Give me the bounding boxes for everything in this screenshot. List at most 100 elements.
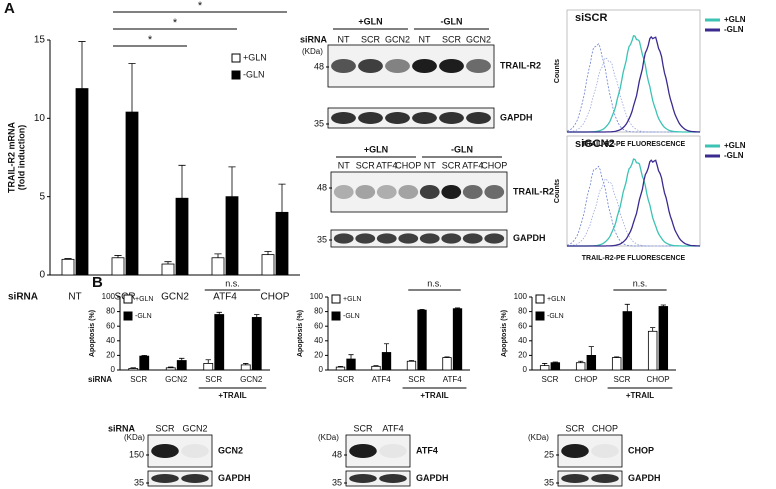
band bbox=[484, 185, 505, 199]
histogram-curve bbox=[567, 35, 700, 133]
bar bbox=[371, 365, 381, 371]
band bbox=[466, 59, 491, 73]
bar bbox=[175, 197, 189, 276]
lane-label: SCR bbox=[565, 423, 585, 433]
row-label: siRNA bbox=[300, 34, 328, 44]
x-tick-label: SCR bbox=[130, 375, 147, 384]
legend-swatch bbox=[123, 311, 133, 321]
legend-label: +GLN bbox=[724, 141, 746, 150]
lane-label: ATF4 bbox=[462, 160, 483, 170]
error-bar bbox=[624, 303, 630, 312]
band bbox=[349, 444, 377, 458]
y-tick-label: 0 bbox=[319, 365, 324, 374]
error-bar bbox=[128, 63, 136, 113]
error-bar bbox=[408, 360, 415, 362]
band bbox=[419, 233, 440, 244]
iso-curve bbox=[566, 57, 700, 133]
annotation: n.s. bbox=[225, 278, 240, 288]
legend-swatch bbox=[535, 311, 545, 321]
band bbox=[355, 185, 376, 199]
error-bar bbox=[278, 183, 286, 213]
bar bbox=[275, 211, 289, 276]
error-bar bbox=[578, 360, 584, 363]
lane-label: GCN2 bbox=[466, 34, 491, 44]
y-axis-label: Apoptosis (%) bbox=[501, 310, 508, 357]
error-bar bbox=[141, 355, 147, 357]
legend-label: +GLN bbox=[724, 15, 746, 24]
x-tick-label: ATF4 bbox=[372, 375, 392, 384]
x-tick-label: CHOP bbox=[646, 375, 669, 384]
marker-label: 25 bbox=[544, 449, 554, 459]
x-tick-label: GCN2 bbox=[240, 375, 263, 384]
histogram-curve bbox=[567, 159, 701, 247]
y-tick-label: 40 bbox=[314, 336, 323, 345]
error-bar bbox=[228, 166, 236, 197]
marker-label: 35 bbox=[317, 234, 327, 244]
lane-label: NT bbox=[419, 34, 431, 44]
bar bbox=[139, 355, 150, 371]
y-tick-label: 10 bbox=[34, 113, 46, 124]
y-tick-label: 40 bbox=[518, 336, 527, 345]
iso-curve bbox=[566, 178, 700, 247]
histogram-curve bbox=[567, 35, 701, 133]
x-tick-label: GCN2 bbox=[161, 292, 189, 303]
unit-label: (KDa) bbox=[302, 47, 323, 56]
band bbox=[181, 444, 209, 458]
y-tick-label: 60 bbox=[314, 321, 323, 330]
annotation: * bbox=[198, 0, 203, 12]
protein-label: GAPDH bbox=[513, 233, 546, 243]
marker-label: 35 bbox=[332, 477, 342, 487]
lane-label: SCR bbox=[353, 423, 373, 433]
band bbox=[331, 59, 356, 73]
error-bar bbox=[130, 367, 136, 369]
lane-label: NT bbox=[424, 160, 436, 170]
error-bar bbox=[205, 359, 211, 364]
protein-label: GAPDH bbox=[416, 473, 449, 483]
error-bar bbox=[454, 307, 461, 309]
y-tick-label: 100 bbox=[514, 292, 528, 301]
error-bar bbox=[660, 304, 666, 307]
band bbox=[376, 233, 397, 244]
y-tick-label: 80 bbox=[314, 307, 323, 316]
x-axis-label: siRNA bbox=[8, 292, 38, 303]
y-tick-label: 15 bbox=[34, 35, 46, 46]
bar bbox=[125, 111, 139, 276]
annotation: * bbox=[173, 17, 178, 29]
bar bbox=[75, 88, 89, 276]
error-bar bbox=[254, 314, 260, 318]
band bbox=[333, 233, 354, 244]
protein-label: GAPDH bbox=[218, 473, 251, 483]
x-tick-label: CHOP bbox=[574, 375, 597, 384]
error-bar bbox=[588, 346, 594, 356]
legend-swatch bbox=[231, 70, 241, 80]
lane-label: NT bbox=[338, 34, 350, 44]
error-bar bbox=[542, 363, 548, 366]
band bbox=[358, 112, 383, 124]
y-axis-label: Apoptosis (%) bbox=[89, 310, 96, 357]
x-tick-label: SCR bbox=[205, 375, 222, 384]
bar bbox=[111, 257, 125, 276]
band bbox=[151, 444, 179, 458]
band bbox=[331, 112, 356, 124]
band bbox=[151, 474, 179, 483]
lane-label: CHOP bbox=[395, 160, 421, 170]
bar bbox=[539, 365, 550, 371]
band bbox=[419, 185, 440, 199]
plot-title: siGCN2 bbox=[575, 138, 615, 150]
y-tick-label: 100 bbox=[102, 292, 116, 301]
lane-label: SCR bbox=[361, 34, 381, 44]
band bbox=[561, 444, 589, 458]
legend-label: -GLN bbox=[343, 313, 360, 320]
error-bar bbox=[64, 258, 72, 260]
y-tick-label: 0 bbox=[523, 365, 528, 374]
error-bar bbox=[114, 255, 122, 258]
error-bar bbox=[337, 365, 344, 368]
y-tick-label: 60 bbox=[106, 321, 115, 330]
bar bbox=[161, 263, 175, 276]
marker-label: 35 bbox=[544, 477, 554, 487]
x-tick-label: SCR bbox=[542, 375, 559, 384]
band bbox=[333, 185, 354, 199]
x-axis-label: siRNA bbox=[88, 375, 112, 384]
